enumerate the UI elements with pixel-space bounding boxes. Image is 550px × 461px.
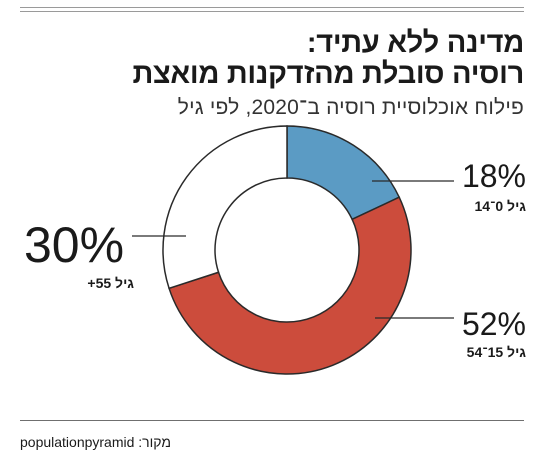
category-label-elderly: גיל 55+ — [87, 275, 134, 291]
category-label-working: גיל 15־54 — [467, 344, 527, 360]
bottom-rule — [20, 420, 524, 421]
value-label-elderly: 30% — [24, 217, 124, 273]
slice-working — [168, 196, 412, 375]
top-rule-secondary — [20, 11, 524, 12]
chart-title-line-2: רוסיה סובלת מהזדקנות מואצת — [132, 58, 525, 90]
top-rule — [20, 7, 524, 8]
donut-slices — [162, 125, 412, 375]
category-label-young: גיל 0־14 — [474, 198, 526, 214]
source-note: מקור: populationpyramid — [20, 434, 172, 450]
chart-title-line-1: מדינה ללא עתיד: — [306, 27, 524, 59]
slice-elderly — [162, 125, 288, 290]
value-label-working: 52% — [462, 306, 526, 342]
value-label-young: 18% — [462, 158, 526, 194]
chart-subtitle: פילוח אוכלוסיית רוסיה ב־2020, לפי גיל — [177, 96, 524, 119]
